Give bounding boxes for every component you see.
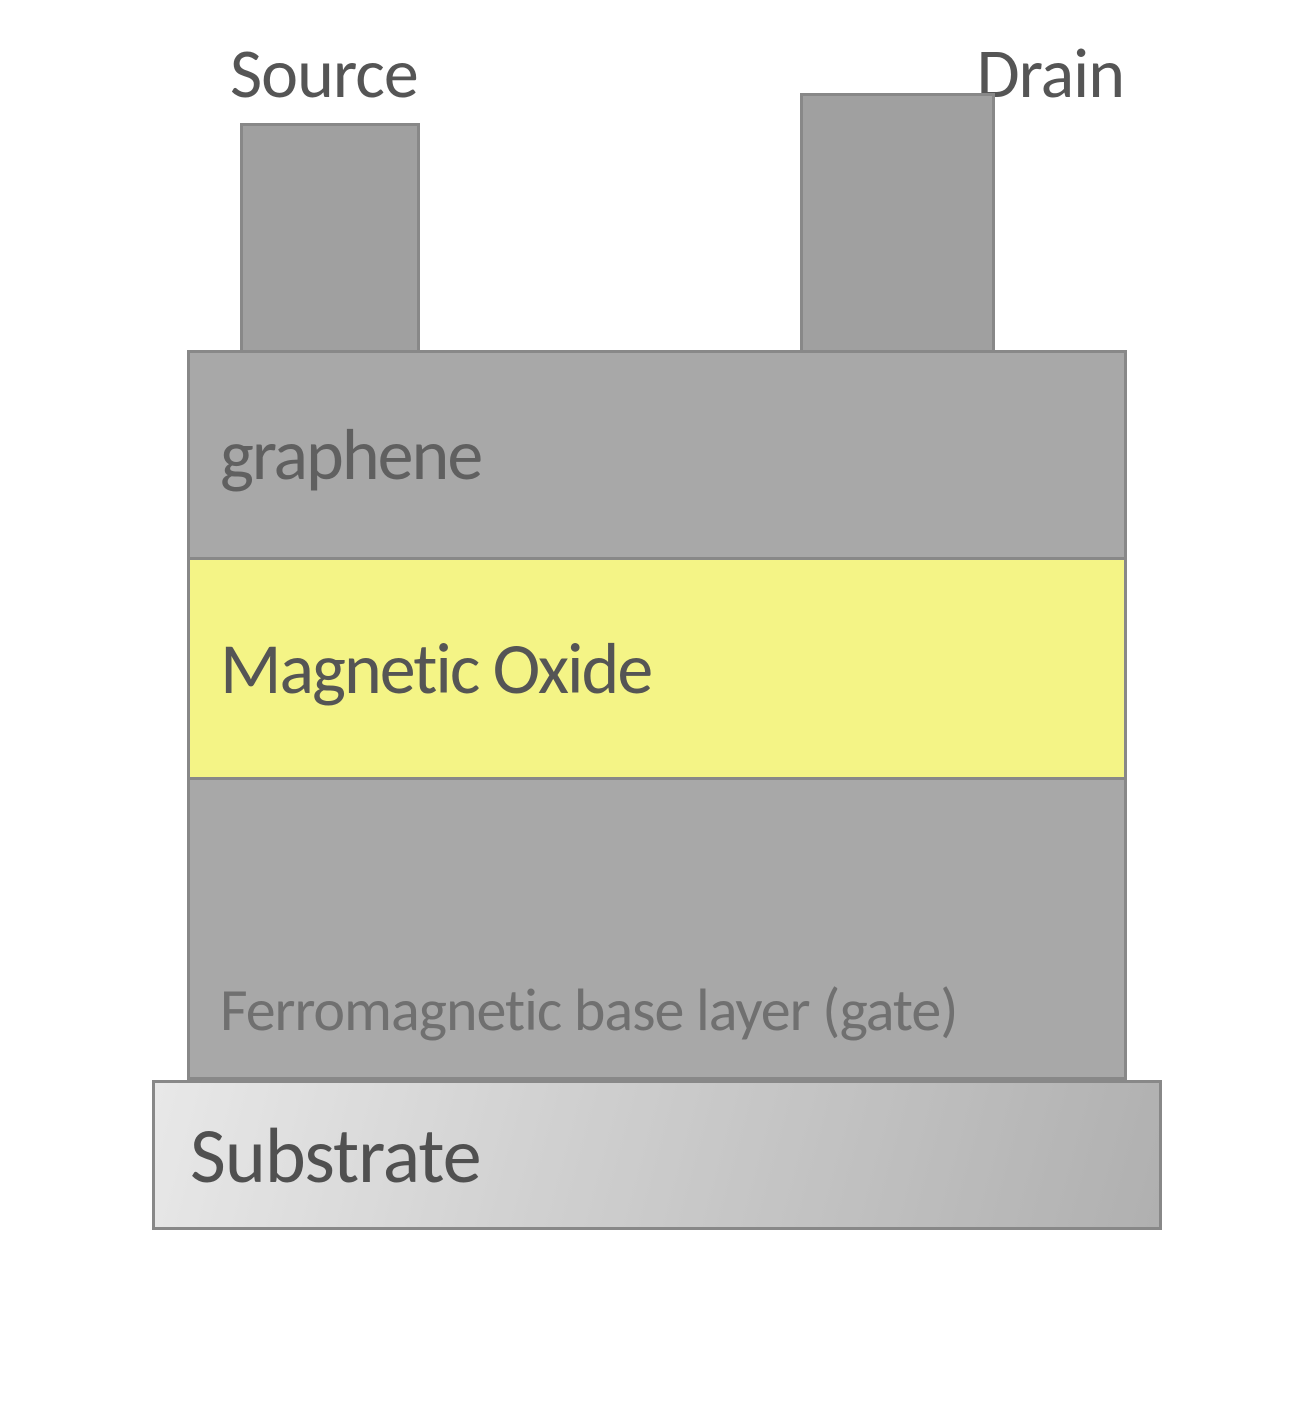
- magnetic-oxide-layer-label: Magnetic Oxide: [220, 625, 651, 713]
- ferromagnetic-base-layer: Ferromagnetic base layer (gate): [187, 780, 1127, 1080]
- drain-label: Drain: [977, 30, 1124, 110]
- magnetic-oxide-layer: Magnetic Oxide: [187, 560, 1127, 780]
- electrodes-row: [140, 120, 1174, 350]
- electrode-labels-row: Source Drain: [140, 30, 1174, 110]
- graphene-layer: graphene: [187, 350, 1127, 560]
- ferromagnetic-base-layer-label: Ferromagnetic base layer (gate): [220, 974, 957, 1047]
- graphene-layer-label: graphene: [220, 411, 481, 499]
- transistor-cross-section-diagram: Source Drain graphene Magnetic Oxide Fer…: [140, 30, 1174, 1230]
- drain-electrode-block: [800, 93, 995, 353]
- substrate-layer-label: Substrate: [190, 1108, 481, 1203]
- substrate-layer: Substrate: [152, 1080, 1162, 1230]
- layer-stack: graphene Magnetic Oxide Ferromagnetic ba…: [187, 350, 1127, 1230]
- source-electrode-block: [240, 123, 420, 353]
- source-label: Source: [230, 30, 418, 110]
